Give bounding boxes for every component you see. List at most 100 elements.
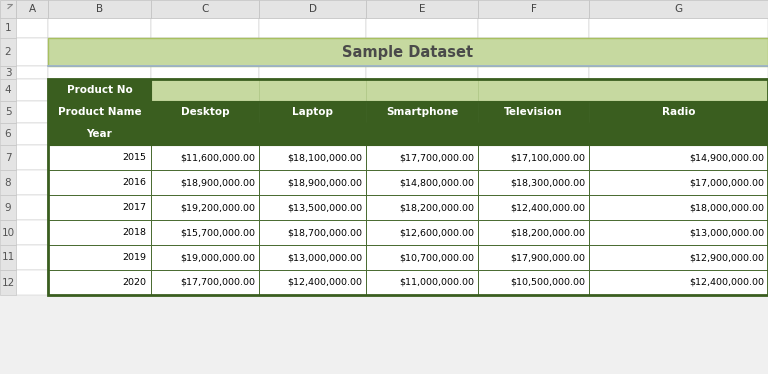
Bar: [151, 245, 259, 270]
Text: 2018: 2018: [122, 228, 146, 237]
Bar: [0, 145, 16, 170]
Bar: [48, 66, 151, 79]
Bar: [589, 195, 768, 220]
Bar: [589, 145, 768, 170]
Bar: [259, 170, 366, 195]
Text: $10,500,000.00: $10,500,000.00: [510, 278, 585, 287]
Bar: [589, 245, 768, 270]
Bar: [478, 170, 589, 195]
Bar: [589, 270, 768, 295]
Text: Smartphone: Smartphone: [386, 107, 458, 117]
Bar: [478, 18, 589, 38]
Bar: [366, 101, 478, 123]
Bar: [0, 38, 16, 66]
Bar: [259, 101, 366, 123]
Bar: [151, 195, 259, 220]
Bar: [478, 270, 589, 295]
Bar: [478, 145, 589, 170]
Bar: [366, 123, 478, 145]
Bar: [16, 145, 48, 170]
Bar: [366, 18, 478, 38]
Text: $18,700,000.00: $18,700,000.00: [287, 228, 362, 237]
Text: $13,000,000.00: $13,000,000.00: [287, 253, 362, 262]
Bar: [366, 170, 478, 195]
Bar: [366, 270, 478, 295]
Bar: [48, 123, 768, 145]
Text: $15,700,000.00: $15,700,000.00: [180, 228, 255, 237]
Text: 10: 10: [2, 227, 15, 237]
Bar: [366, 220, 478, 245]
Text: 2: 2: [5, 47, 12, 57]
Bar: [366, 38, 478, 66]
Bar: [589, 123, 768, 145]
Text: $17,700,000.00: $17,700,000.00: [180, 278, 255, 287]
Text: $13,500,000.00: $13,500,000.00: [287, 203, 362, 212]
Text: $12,600,000.00: $12,600,000.00: [399, 228, 474, 237]
Bar: [259, 79, 366, 101]
Bar: [366, 195, 478, 220]
Bar: [259, 66, 366, 79]
Bar: [0, 0, 16, 18]
Text: Product Name: Product Name: [58, 107, 141, 117]
Bar: [151, 79, 259, 101]
Bar: [478, 195, 589, 220]
Bar: [259, 145, 366, 170]
Bar: [366, 66, 478, 79]
Bar: [48, 245, 151, 270]
Text: Radio: Radio: [662, 107, 695, 117]
Bar: [48, 101, 151, 123]
Bar: [366, 220, 478, 245]
Text: 2015: 2015: [122, 153, 146, 162]
Bar: [366, 270, 478, 295]
Bar: [48, 170, 151, 195]
Bar: [16, 123, 48, 145]
Bar: [48, 270, 151, 295]
Text: $18,200,000.00: $18,200,000.00: [399, 203, 474, 212]
Bar: [259, 220, 366, 245]
Text: C: C: [201, 4, 209, 14]
Bar: [478, 66, 589, 79]
Bar: [478, 101, 589, 123]
Text: Television: Television: [505, 107, 563, 117]
Bar: [478, 0, 589, 18]
Text: Sample Dataset: Sample Dataset: [343, 45, 474, 59]
Bar: [478, 170, 589, 195]
Bar: [0, 170, 16, 195]
Bar: [48, 79, 151, 101]
Bar: [259, 270, 366, 295]
Bar: [366, 0, 478, 18]
Text: $12,900,000.00: $12,900,000.00: [689, 253, 764, 262]
Bar: [151, 0, 259, 18]
Bar: [259, 170, 366, 195]
Bar: [48, 195, 151, 220]
Bar: [151, 66, 259, 79]
Bar: [151, 245, 259, 270]
Bar: [589, 79, 768, 101]
Bar: [151, 145, 259, 170]
Bar: [151, 170, 259, 195]
Text: 2017: 2017: [122, 203, 146, 212]
Text: 9: 9: [5, 202, 12, 212]
Bar: [589, 170, 768, 195]
Text: 5: 5: [5, 107, 12, 117]
Bar: [366, 145, 478, 170]
Bar: [259, 195, 366, 220]
Text: 6: 6: [5, 129, 12, 139]
Bar: [48, 79, 151, 101]
Text: $11,600,000.00: $11,600,000.00: [180, 153, 255, 162]
Bar: [16, 245, 48, 270]
Bar: [48, 18, 151, 38]
Bar: [16, 66, 48, 79]
Text: $19,200,000.00: $19,200,000.00: [180, 203, 255, 212]
Bar: [366, 195, 478, 220]
Text: D: D: [309, 4, 316, 14]
Bar: [151, 101, 259, 123]
Bar: [151, 79, 768, 101]
Bar: [16, 195, 48, 220]
Text: $14,900,000.00: $14,900,000.00: [689, 153, 764, 162]
Bar: [151, 270, 259, 295]
Bar: [48, 123, 151, 145]
Bar: [366, 79, 478, 101]
Bar: [0, 195, 16, 220]
Bar: [48, 79, 768, 295]
